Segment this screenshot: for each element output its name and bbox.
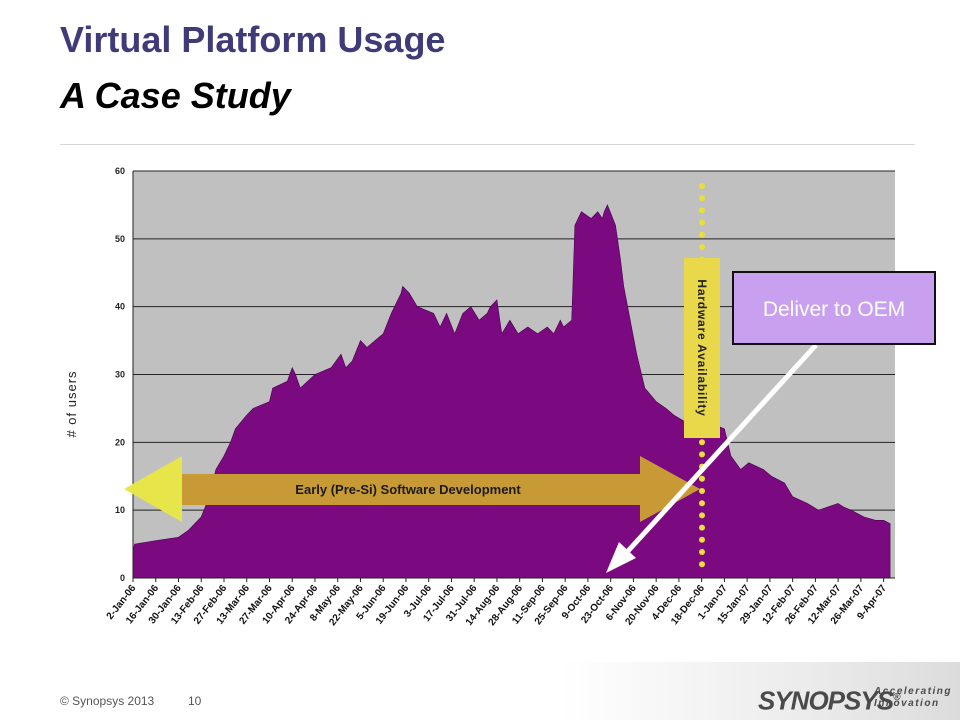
- y-tick-label: 10: [115, 505, 125, 515]
- y-axis-label: # of users: [64, 370, 79, 437]
- deliver-arrow-head: [606, 542, 636, 573]
- hw-availability-dot: [699, 451, 705, 458]
- slide-title: Virtual Platform Usage: [60, 19, 446, 60]
- hw-availability-dot: [699, 244, 705, 250]
- usage-chart: 01020304050602-Jan-0616-Jan-0630-Jan-061…: [64, 166, 936, 628]
- early-dev-arrow-right: [182, 456, 700, 522]
- hw-availability-dot: [699, 195, 705, 202]
- plot-area: 01020304050602-Jan-0616-Jan-0630-Jan-061…: [64, 166, 895, 628]
- y-tick-label: 0: [120, 573, 125, 583]
- synopsys-logo: SYNOPSYS® Accelerating Innovation: [758, 683, 953, 716]
- hw-availability-dot: [699, 475, 705, 482]
- footer-copyright: © Synopsys 2013: [60, 694, 155, 708]
- logo-tagline-2: Innovation: [874, 698, 940, 709]
- chart-annotations: Early (Pre-Si) Software Development Hardw…: [124, 183, 936, 573]
- deliver-label: Deliver to OEM: [763, 298, 905, 321]
- y-tick-label: 20: [115, 437, 125, 447]
- deliver-callout: [732, 271, 936, 345]
- y-tick-label: 30: [115, 370, 125, 380]
- hw-availability-dot: [699, 549, 705, 555]
- footer-gradient: [560, 662, 960, 720]
- hw-availability-dot: [699, 439, 705, 446]
- hw-availability-dot: [699, 207, 705, 214]
- hw-availability-dot: [699, 183, 705, 189]
- logo-tagline-1: Accelerating: [874, 686, 953, 697]
- hw-availability-dot: [699, 524, 705, 531]
- early-dev-label: Early (Pre-Si) Software Development: [295, 482, 521, 497]
- slide-subtitle: A Case Study: [60, 75, 291, 116]
- hw-availability-dot: [699, 500, 705, 507]
- deliver-arrow-shaft: [626, 343, 818, 553]
- y-tick-label: 60: [115, 166, 125, 176]
- hw-availability-dot: [699, 219, 705, 226]
- hw-availability-dot: [699, 231, 705, 238]
- hw-availability-dot: [699, 512, 705, 519]
- page-number: 10: [188, 694, 202, 708]
- y-tick-label: 50: [115, 234, 125, 244]
- hw-availability-box: [684, 258, 720, 438]
- hw-availability-label: Hardware Availability: [695, 279, 709, 416]
- hw-availability-dot: [699, 488, 705, 494]
- title-divider: [60, 144, 915, 145]
- logo-wordmark: SYNOPSYS®: [758, 685, 901, 716]
- y-tick-label: 40: [115, 302, 125, 312]
- hw-availability-dot: [699, 561, 705, 568]
- hw-availability-dot: [699, 536, 705, 543]
